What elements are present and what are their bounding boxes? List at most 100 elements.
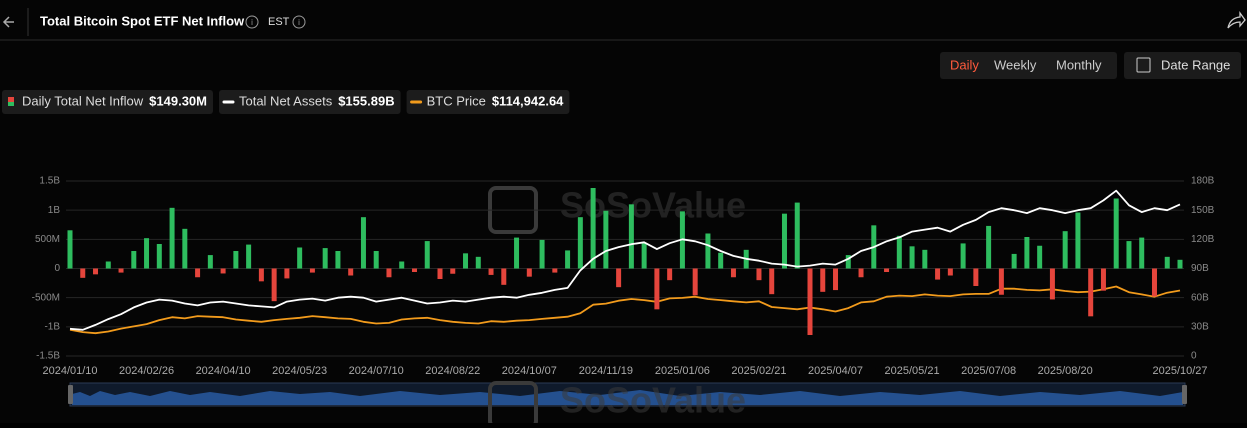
inflow-bar [565, 250, 571, 269]
series-line [69, 189, 1181, 331]
x-tick-label: 2024/07/10 [349, 365, 404, 377]
inflow-bar [628, 204, 634, 269]
info-icon[interactable] [245, 15, 259, 29]
legend-label: BTC Price [427, 93, 486, 108]
inflow-bar [922, 249, 928, 269]
y-tick-label: -1B [44, 321, 60, 332]
inflow-bar [1088, 268, 1094, 317]
inflow-bar [896, 235, 902, 269]
legend-value: $114,942.64 [492, 93, 564, 108]
inflow-bar [1037, 245, 1043, 269]
inflow-bar [552, 268, 558, 273]
timezone: EST [268, 16, 290, 28]
y2-tick-label: 0 [1191, 351, 1197, 362]
period-tabs [940, 52, 1117, 79]
inflow-bar [386, 268, 392, 278]
inflow-bar [577, 217, 583, 269]
inflow-bar [667, 268, 673, 281]
inflow-bar [845, 255, 851, 269]
period-tab[interactable]: Monthly [1056, 57, 1102, 72]
legend-label: Daily Total Net Inflow [22, 93, 144, 108]
inflow-bar [858, 268, 864, 278]
inflow-bar [246, 244, 252, 269]
inflow-bar [1126, 241, 1132, 269]
date-range-button[interactable] [1124, 52, 1241, 79]
inflow-bar [641, 242, 647, 269]
inflow-bar [144, 238, 150, 269]
back-icon[interactable] [2, 16, 14, 28]
scroller-preview [72, 390, 1183, 405]
legend-value: $155.89B [338, 93, 394, 108]
x-tick-label: 2024/05/23 [272, 365, 327, 377]
y-tick-label: -500M [32, 292, 60, 303]
inflow-bar [195, 268, 201, 278]
inflow-bar [360, 217, 366, 269]
inflow-bar [271, 268, 277, 302]
y2-tick-label: 150B [1191, 205, 1215, 216]
x-tick-label: 2024/11/19 [579, 365, 633, 377]
page-title: Total Bitcoin Spot ETF Net Inflow [40, 13, 245, 28]
inflow-bar [437, 268, 443, 279]
inflow-bar [399, 261, 405, 269]
inflow-bar [284, 268, 290, 279]
y2-tick-label: 180B [1191, 176, 1215, 187]
legend-item[interactable]: BTC Price $114,942.64 [406, 90, 570, 114]
x-tick-label: 2024/10/07 [502, 365, 557, 377]
share-icon[interactable] [1227, 10, 1246, 29]
inflow-bar [424, 241, 430, 269]
inflow-bar [654, 268, 660, 310]
legend-item[interactable]: Daily Total Net Inflow $149.30M [2, 90, 213, 114]
x-tick-label: 2024/08/22 [425, 365, 480, 377]
legend-chip [406, 90, 570, 114]
inflow-bar [1139, 237, 1145, 269]
inflow-bar [769, 268, 775, 295]
inflow-bar [692, 268, 698, 296]
period-tab[interactable]: Daily [950, 57, 979, 72]
inflow-bar [335, 251, 341, 269]
x-tick-label: 2025/04/07 [808, 365, 863, 377]
inflow-bar [475, 256, 481, 269]
inflow-bar [986, 225, 992, 269]
inflow-bar [1075, 212, 1081, 269]
x-tick-label: 2024/04/10 [196, 365, 251, 377]
scroller-handle[interactable] [68, 385, 73, 404]
inflow-bar [718, 252, 724, 269]
inflow-bar [258, 268, 264, 282]
scroller-handle[interactable] [1182, 385, 1187, 404]
inflow-bar [998, 268, 1004, 295]
legend: Daily Total Net Inflow $149.30M Total Net … [2, 90, 570, 114]
inflow-bar [169, 207, 175, 269]
x-tick-label: 2025/10/27 [1152, 365, 1207, 377]
inflow-bar [756, 268, 762, 281]
inflow-bar [1011, 253, 1017, 269]
x-tick-label: 2025/07/08 [961, 365, 1016, 377]
inflow-bar [411, 268, 417, 272]
inflow-bar [1062, 231, 1068, 269]
inflow-bar [935, 268, 941, 280]
info-icon[interactable] [292, 15, 306, 29]
x-tick-label: 2024/01/10 [42, 365, 97, 377]
series-line [69, 285, 1181, 335]
inflow-bar [207, 255, 213, 269]
y-tick-label: 1.5B [39, 176, 60, 187]
x-tick-label: 2025/02/21 [731, 365, 786, 377]
y-tick-label: 0 [54, 263, 60, 274]
inflow-bar [67, 230, 73, 269]
inflow-bar [526, 268, 532, 277]
inflow-bar [233, 251, 239, 269]
inflow-bar [501, 268, 507, 285]
inflow-bar [616, 268, 622, 288]
inflow-bar [909, 246, 915, 269]
inflow-bar [539, 239, 545, 269]
date-range-label: Date Range [1161, 57, 1230, 72]
period-tab[interactable]: Weekly [994, 57, 1037, 72]
info-icon-glyph: i [251, 18, 253, 27]
x-tick-label: 2025/05/21 [885, 365, 940, 377]
inflow-bar [322, 248, 328, 269]
inflow-bar [820, 268, 826, 292]
inflow-bar [590, 188, 596, 269]
inflow-bar [1049, 268, 1055, 300]
y2-tick-label: 90B [1191, 263, 1209, 274]
legend-item[interactable]: Total Net Assets $155.89B [218, 90, 401, 114]
